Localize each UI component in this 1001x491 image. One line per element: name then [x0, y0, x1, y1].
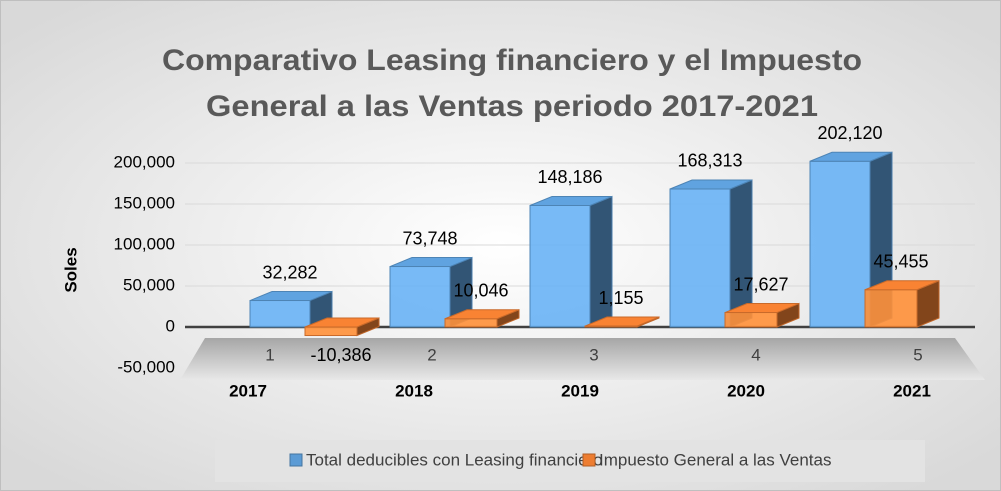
y-axis-label: Soles — [61, 247, 80, 292]
bar — [864, 279, 940, 328]
legend-background — [215, 440, 925, 482]
legend-swatch — [289, 453, 303, 467]
x-tick-label: 2021 — [893, 381, 931, 400]
bar — [724, 302, 800, 328]
data-label: -10,386 — [310, 345, 371, 365]
bar-top — [724, 303, 800, 314]
x-tick-label: 2020 — [727, 381, 765, 400]
data-label: 17,627 — [733, 274, 788, 294]
bar-top — [304, 317, 380, 328]
y-tick-label: 50,000 — [123, 275, 175, 294]
bar — [304, 317, 380, 337]
bar-front — [249, 300, 311, 328]
depth-label: 4 — [751, 345, 760, 364]
data-label: 45,455 — [873, 251, 928, 271]
bar — [444, 309, 520, 328]
bar-front — [389, 266, 451, 328]
data-label: 1,155 — [598, 288, 643, 308]
bar-top — [389, 257, 473, 268]
x-tick-label: 2017 — [229, 381, 267, 400]
bar — [529, 195, 613, 328]
bar-top — [864, 280, 940, 291]
bar — [389, 256, 473, 328]
y-tick-label: 200,000 — [114, 152, 175, 171]
bar-top — [669, 179, 753, 190]
floor — [180, 338, 985, 380]
bar-front — [669, 188, 731, 328]
y-tick-label: 0 — [166, 316, 175, 335]
data-label: 73,748 — [402, 228, 457, 248]
bar-front — [809, 160, 871, 328]
y-tick-label: -50,000 — [117, 357, 175, 376]
bar — [809, 151, 893, 328]
data-label: 10,046 — [453, 281, 508, 301]
depth-label: 1 — [265, 345, 274, 364]
legend-label: Total deducibles con Leasing financiero — [306, 450, 603, 469]
data-label: 148,186 — [537, 167, 602, 187]
depth-label: 2 — [427, 345, 436, 364]
bar — [584, 316, 660, 328]
bar-front — [529, 204, 591, 328]
bar-front — [864, 289, 918, 328]
x-tick-label: 2019 — [561, 381, 599, 400]
depth-label: 3 — [589, 345, 598, 364]
bar-front — [724, 312, 778, 328]
chart-subtitle: General a las Ventas periodo 2017-2021 — [206, 90, 818, 123]
bar-top — [249, 291, 333, 302]
bar-top — [809, 151, 893, 162]
bar-front — [444, 318, 498, 328]
bar-top — [584, 316, 660, 327]
x-tick-label: 2018 — [395, 381, 433, 400]
bar-front — [304, 326, 358, 337]
bar-top — [444, 309, 520, 320]
data-label: 202,120 — [817, 123, 882, 143]
y-tick-label: 150,000 — [114, 193, 175, 212]
depth-label: 5 — [913, 345, 922, 364]
data-label: 32,282 — [262, 262, 317, 282]
y-tick-label: 100,000 — [114, 234, 175, 253]
legend-swatch — [582, 453, 596, 467]
bar-top — [529, 195, 613, 206]
bar — [669, 179, 753, 328]
data-label: 168,313 — [677, 151, 742, 171]
legend-label: Impuesto General a las Ventas — [599, 450, 831, 469]
chart-title: Comparativo Leasing financiero y el Impu… — [162, 44, 862, 77]
